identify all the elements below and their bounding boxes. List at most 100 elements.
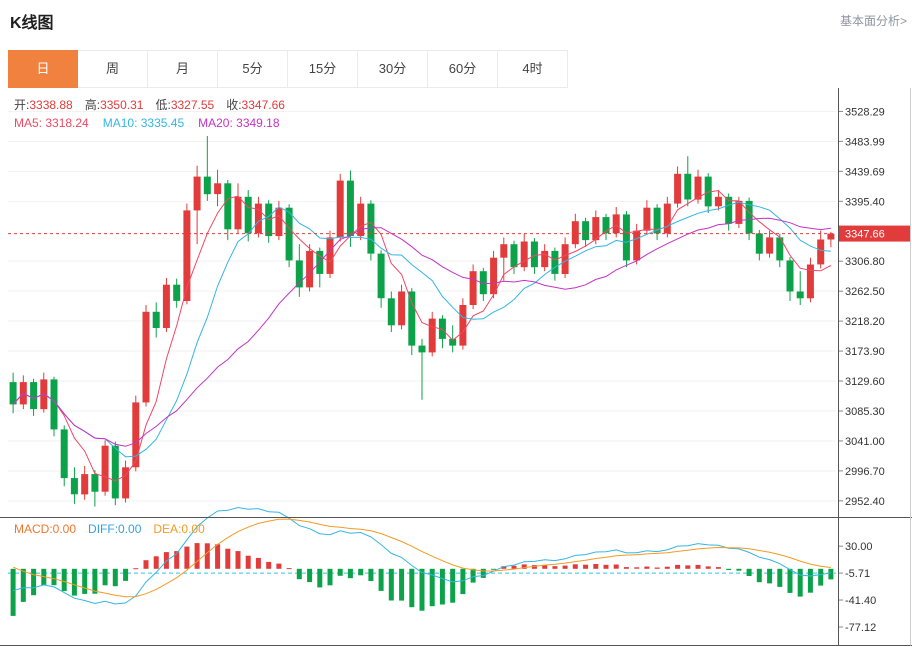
- macd-bar: [143, 560, 149, 569]
- candle-body: [449, 338, 457, 346]
- candle-body: [326, 237, 334, 274]
- candle-body: [582, 221, 590, 241]
- fundamental-analysis-link[interactable]: 基本面分析>: [839, 14, 907, 28]
- candle-body: [142, 311, 150, 403]
- candle-body: [132, 402, 140, 468]
- candle-body: [633, 230, 641, 261]
- chart-container: 3528.29 3483.99 3439.69 3395.40 3306.80 3262.…: [0, 88, 912, 647]
- macd-bar: [634, 567, 640, 569]
- macd-bar: [20, 568, 26, 602]
- macd-bar: [71, 568, 77, 596]
- kline-chart-svg[interactable]: 3528.29 3483.99 3439.69 3395.40 3306.80 3262.…: [0, 88, 912, 647]
- macd-bar: [439, 568, 445, 605]
- macd-bar: [756, 568, 762, 583]
- price-axis: 3528.29 3483.99 3439.69 3395.40 3306.80 3262.…: [838, 106, 885, 508]
- tab-5分[interactable]: 5分: [218, 50, 288, 88]
- candle-body: [398, 291, 406, 326]
- candle-body: [152, 311, 160, 328]
- dea-line: [12, 518, 831, 598]
- candle-body: [214, 183, 222, 195]
- macd-bar: [644, 566, 650, 569]
- macd-bar: [153, 556, 159, 569]
- tab-4时[interactable]: 4时: [498, 50, 568, 88]
- macd-bar: [82, 568, 88, 594]
- macd-bar: [51, 568, 57, 586]
- candle-body: [183, 210, 191, 301]
- header: K线图 基本面分析>: [0, 0, 912, 44]
- candle-body: [285, 207, 293, 261]
- interval-tabs: 日周月 5分 15分 30分 60分 4时: [8, 50, 568, 88]
- candle-body: [541, 250, 549, 268]
- macd-bar: [685, 565, 691, 569]
- macd-bar: [450, 568, 456, 603]
- macd-bar: [399, 568, 405, 601]
- y-axis-label: 3528.29: [845, 106, 885, 118]
- tab-月[interactable]: 月: [148, 50, 218, 88]
- candle-body: [30, 382, 38, 410]
- candle-body: [684, 173, 692, 200]
- macd-bar: [828, 568, 834, 580]
- macd-bar: [480, 568, 486, 578]
- candle-body: [653, 207, 661, 234]
- current-price-tag: 3347.66: [839, 225, 910, 242]
- candle-body: [776, 237, 784, 261]
- candle-body: [827, 233, 835, 240]
- candle-body: [234, 196, 242, 230]
- macd-bar: [296, 568, 302, 580]
- macd-bar: [276, 563, 282, 569]
- macd-bar: [61, 568, 67, 592]
- macd-bar: [460, 568, 466, 595]
- tab-周[interactable]: 周: [78, 50, 148, 88]
- candle-body: [479, 271, 487, 295]
- candle-body: [336, 180, 344, 238]
- macd-axis-label: -41.40: [845, 595, 876, 607]
- y-axis-label: 2952.40: [845, 496, 885, 508]
- candle-body: [91, 474, 99, 492]
- macd-axis-label: -77.12: [845, 622, 876, 634]
- macd-axis: 30.00 -5.71 -41.40 -77.12: [838, 541, 876, 634]
- macd-bar: [245, 555, 251, 569]
- macd-bar: [777, 568, 783, 587]
- candle-body: [714, 196, 722, 207]
- macd-bar: [194, 543, 200, 569]
- candle-body: [520, 241, 528, 268]
- macd-bar: [603, 564, 609, 569]
- candle-body: [571, 221, 579, 245]
- candle-body: [469, 271, 477, 305]
- candle-body: [490, 257, 498, 295]
- macd-bar: [726, 568, 732, 570]
- y-axis-label: 3439.69: [845, 166, 885, 178]
- macd-bar: [388, 568, 394, 601]
- candle-body: [510, 244, 518, 268]
- candle-body: [275, 207, 283, 237]
- macd-bar: [368, 568, 374, 581]
- tab-30分[interactable]: 30分: [358, 50, 428, 88]
- candle-body: [295, 260, 303, 288]
- macd-bar: [174, 551, 180, 569]
- candle-body: [408, 291, 416, 346]
- candle-body: [173, 284, 181, 301]
- candle-body: [244, 196, 252, 234]
- candle-body: [9, 382, 17, 405]
- candle-body: [438, 318, 446, 339]
- candle-body: [111, 445, 119, 499]
- macd-bar: [123, 568, 129, 581]
- candle-body: [766, 237, 774, 254]
- macd-bar: [767, 568, 773, 584]
- macd-bar: [562, 565, 568, 569]
- macd-bar: [736, 568, 742, 571]
- candle-body: [387, 298, 395, 326]
- candle-body: [592, 217, 600, 241]
- macd-bar: [429, 568, 435, 607]
- y-axis-label: 2996.70: [845, 466, 885, 478]
- macd-bar: [613, 564, 619, 569]
- macd-bar: [654, 567, 660, 569]
- tab-日[interactable]: 日: [8, 50, 78, 88]
- page-title: K线图: [10, 15, 54, 32]
- macd-bar: [501, 566, 507, 569]
- candles: [9, 135, 835, 507]
- tab-60分[interactable]: 60分: [428, 50, 498, 88]
- macd-bar: [409, 568, 415, 608]
- macd-bar: [31, 568, 37, 596]
- tab-15分[interactable]: 15分: [288, 50, 358, 88]
